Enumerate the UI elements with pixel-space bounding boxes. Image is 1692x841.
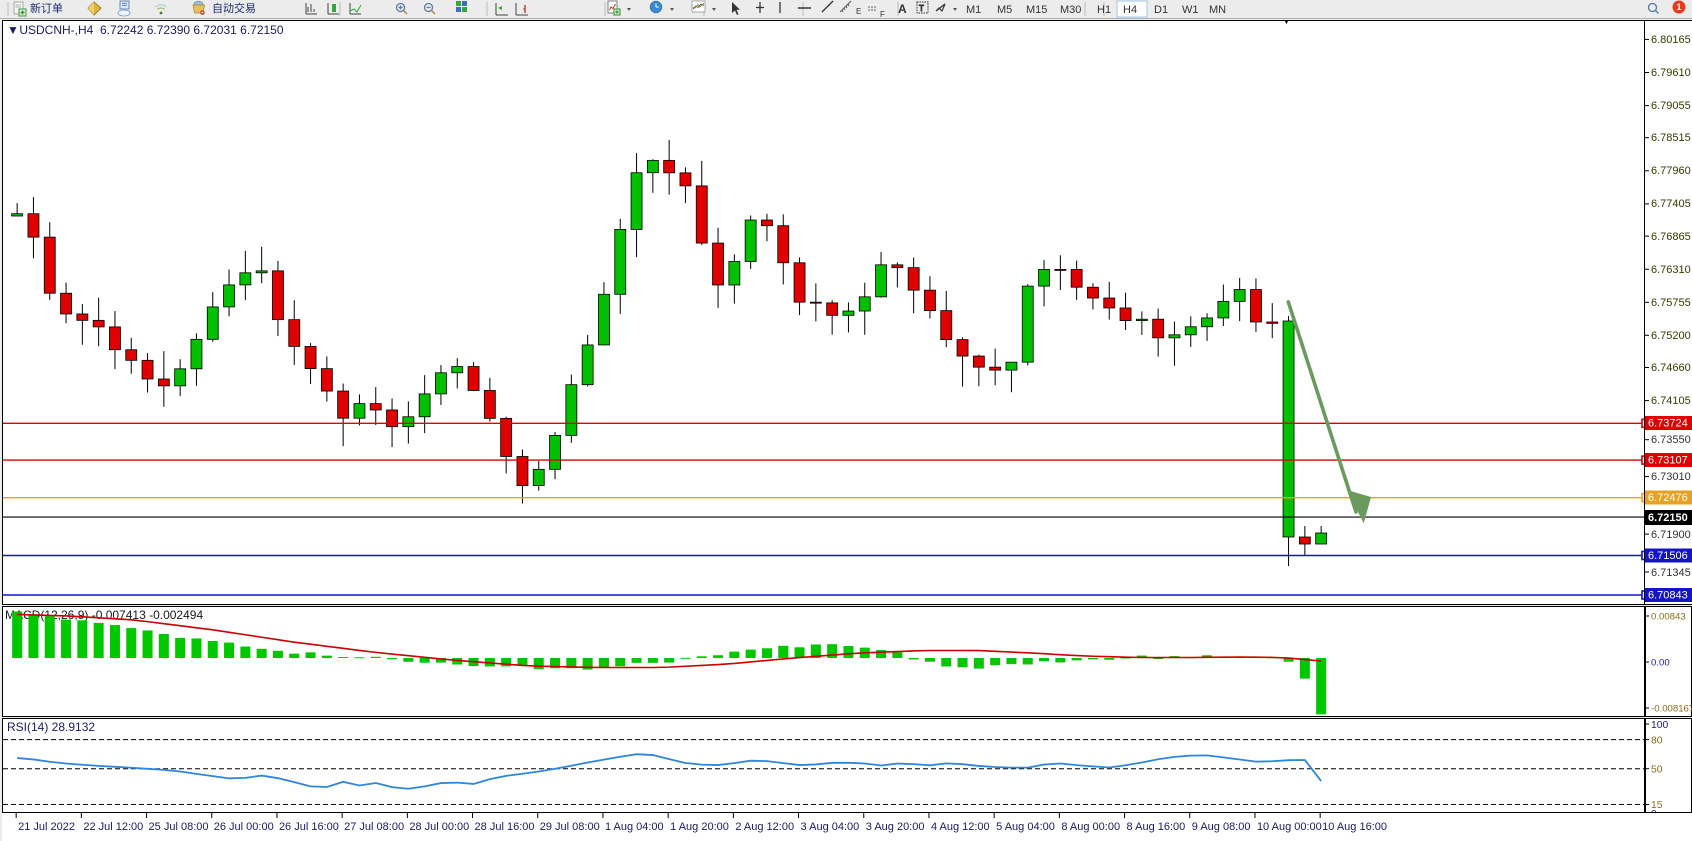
svg-text:D1: D1 bbox=[1154, 4, 1168, 16]
svg-text:W1: W1 bbox=[1182, 4, 1199, 16]
svg-text:6.77960: 6.77960 bbox=[1651, 165, 1691, 177]
svg-text:6.70843: 6.70843 bbox=[1648, 590, 1688, 602]
svg-text:5 Aug 04:00: 5 Aug 04:00 bbox=[996, 821, 1055, 833]
svg-text:H1: H1 bbox=[1097, 4, 1111, 16]
svg-text:1: 1 bbox=[1676, 2, 1681, 12]
svg-text:0.00843: 0.00843 bbox=[1651, 612, 1686, 623]
svg-text:6.76865: 6.76865 bbox=[1651, 231, 1691, 243]
svg-text:10 Aug 00:00: 10 Aug 00:00 bbox=[1257, 821, 1322, 833]
svg-text:自动交易: 自动交易 bbox=[212, 1, 256, 15]
svg-text:新订单: 新订单 bbox=[30, 1, 63, 15]
svg-text:25 Jul 08:00: 25 Jul 08:00 bbox=[149, 821, 209, 833]
svg-text:6.78515: 6.78515 bbox=[1651, 132, 1691, 144]
svg-text:0.00: 0.00 bbox=[1651, 658, 1670, 669]
svg-text:6.72476: 6.72476 bbox=[1648, 492, 1688, 504]
svg-text:4 Aug 12:00: 4 Aug 12:00 bbox=[931, 821, 990, 833]
svg-text:M1: M1 bbox=[966, 4, 981, 16]
svg-text:6.73724: 6.73724 bbox=[1648, 418, 1688, 430]
svg-text:28 Jul 16:00: 28 Jul 16:00 bbox=[475, 821, 535, 833]
svg-text:26 Jul 16:00: 26 Jul 16:00 bbox=[279, 821, 339, 833]
svg-text:6.73550: 6.73550 bbox=[1651, 434, 1691, 446]
svg-text:6.75200: 6.75200 bbox=[1651, 330, 1691, 342]
svg-text:50: 50 bbox=[1651, 765, 1663, 776]
svg-text:26 Jul 00:00: 26 Jul 00:00 bbox=[214, 821, 274, 833]
svg-text:M30: M30 bbox=[1060, 4, 1081, 16]
svg-text:21 Jul 2022: 21 Jul 2022 bbox=[18, 821, 75, 833]
svg-text:3 Aug 04:00: 3 Aug 04:00 bbox=[801, 821, 860, 833]
svg-text:6.79610: 6.79610 bbox=[1651, 67, 1691, 79]
svg-text:E: E bbox=[856, 7, 861, 16]
svg-text:6.80165: 6.80165 bbox=[1651, 34, 1691, 46]
svg-text:6.74660: 6.74660 bbox=[1651, 362, 1691, 374]
svg-text:1 Aug 20:00: 1 Aug 20:00 bbox=[670, 821, 729, 833]
svg-text:10 Aug 16:00: 10 Aug 16:00 bbox=[1322, 821, 1387, 833]
svg-text:6.73010: 6.73010 bbox=[1651, 471, 1691, 483]
svg-text:6.74105: 6.74105 bbox=[1651, 395, 1691, 407]
svg-text:8 Aug 16:00: 8 Aug 16:00 bbox=[1127, 821, 1186, 833]
svg-text:9 Aug 08:00: 9 Aug 08:00 bbox=[1192, 821, 1251, 833]
svg-text:6.75755: 6.75755 bbox=[1651, 297, 1691, 309]
svg-text:6.73107: 6.73107 bbox=[1648, 455, 1688, 467]
svg-text:M5: M5 bbox=[997, 4, 1012, 16]
svg-text:H4: H4 bbox=[1123, 4, 1137, 16]
svg-text:28 Jul 00:00: 28 Jul 00:00 bbox=[409, 821, 469, 833]
svg-text:2 Aug 12:00: 2 Aug 12:00 bbox=[735, 821, 794, 833]
svg-text:6.76310: 6.76310 bbox=[1651, 264, 1691, 276]
svg-text:6.71900: 6.71900 bbox=[1651, 529, 1691, 541]
svg-text:6.71506: 6.71506 bbox=[1648, 550, 1688, 562]
svg-text:80: 80 bbox=[1651, 736, 1663, 747]
svg-text:22 Jul 12:00: 22 Jul 12:00 bbox=[83, 821, 143, 833]
svg-text:6.79055: 6.79055 bbox=[1651, 100, 1691, 112]
svg-text:8 Aug 00:00: 8 Aug 00:00 bbox=[1061, 821, 1120, 833]
svg-text:100: 100 bbox=[1651, 720, 1668, 731]
svg-text:6.77405: 6.77405 bbox=[1651, 198, 1691, 210]
svg-text:F: F bbox=[880, 10, 885, 19]
svg-text:6.71345: 6.71345 bbox=[1651, 567, 1691, 579]
svg-text:29 Jul 08:00: 29 Jul 08:00 bbox=[540, 821, 600, 833]
svg-text:-0.008167: -0.008167 bbox=[1651, 704, 1692, 715]
svg-text:1 Aug 04:00: 1 Aug 04:00 bbox=[605, 821, 664, 833]
svg-text:M15: M15 bbox=[1026, 4, 1047, 16]
svg-text:A: A bbox=[898, 2, 907, 16]
svg-text:6.72150: 6.72150 bbox=[1648, 512, 1688, 524]
svg-text:3 Aug 20:00: 3 Aug 20:00 bbox=[866, 821, 925, 833]
svg-text:T: T bbox=[919, 4, 924, 13]
svg-text:MN: MN bbox=[1209, 4, 1226, 16]
svg-text:27 Jul 08:00: 27 Jul 08:00 bbox=[344, 821, 404, 833]
